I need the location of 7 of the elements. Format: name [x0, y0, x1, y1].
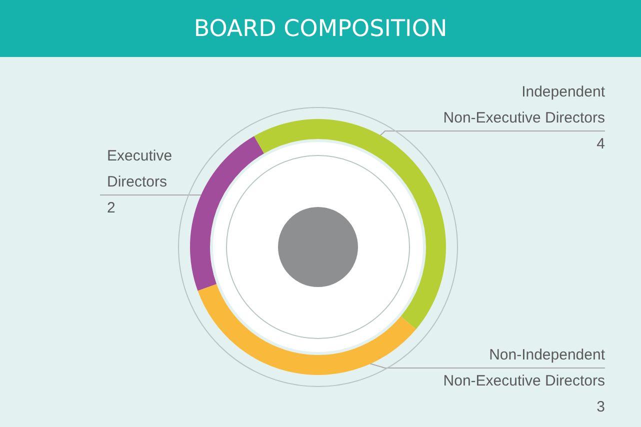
slice-label: Non-Independent Non-Executive Directors — [443, 346, 606, 390]
data-label: 2 — [107, 200, 116, 216]
slice-label: Executive Directors — [107, 148, 172, 190]
data-label: 3 — [596, 398, 605, 416]
data-label: 4 — [596, 136, 605, 152]
slice-label: Independent Non-Executive Directors — [443, 84, 606, 126]
chart-title: BOARD COMPOSITION — [0, 0, 641, 57]
